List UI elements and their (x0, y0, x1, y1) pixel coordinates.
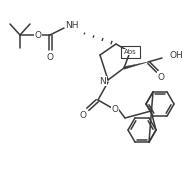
Text: O: O (158, 73, 165, 81)
Text: O: O (47, 52, 54, 61)
Text: Abs: Abs (124, 49, 136, 55)
Text: N: N (100, 77, 106, 86)
FancyBboxPatch shape (120, 46, 139, 58)
Text: O: O (112, 105, 119, 114)
Polygon shape (124, 62, 148, 69)
Text: O: O (35, 30, 41, 39)
Text: OH: OH (169, 52, 183, 61)
Text: O: O (79, 111, 86, 120)
Text: NH: NH (65, 21, 78, 30)
